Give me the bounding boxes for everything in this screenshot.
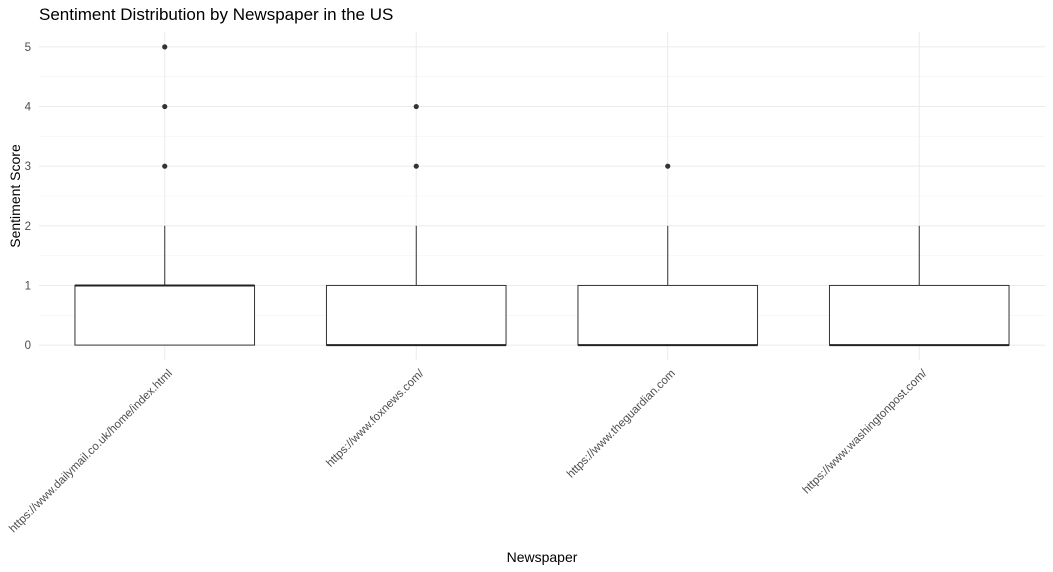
y-tick-label: 5 — [25, 42, 31, 54]
x-tick-label: https://www.foxnews.com/ — [324, 367, 427, 470]
y-tick-label: 0 — [25, 340, 31, 352]
x-tick-label: https://www.washingtonpost.com/ — [801, 367, 930, 496]
y-tick-label: 4 — [25, 102, 32, 114]
box — [577, 284, 759, 346]
outlier-point — [413, 163, 419, 169]
box — [828, 284, 1010, 346]
box — [74, 284, 256, 346]
box — [325, 284, 507, 346]
outlier-point — [162, 163, 168, 169]
y-tick-label: 1 — [25, 280, 31, 292]
x-tick-label: https://www.theguardian.com — [565, 368, 678, 481]
outlier-point — [162, 44, 168, 50]
outlier-point — [413, 103, 419, 110]
outlier-point — [162, 103, 168, 110]
y-tick-label: 3 — [25, 161, 31, 173]
outlier-point — [665, 163, 671, 169]
x-axis-title: Newspaper — [507, 549, 578, 565]
y-axis-title: Sentiment Score — [7, 144, 23, 248]
y-tick-label: 2 — [25, 221, 31, 233]
x-tick-label: https://www.dailymail.co.uk/home/index.h… — [7, 368, 175, 536]
box-layer — [74, 44, 1010, 347]
chart-title: Sentiment Distribution by Newspaper in t… — [39, 5, 394, 24]
